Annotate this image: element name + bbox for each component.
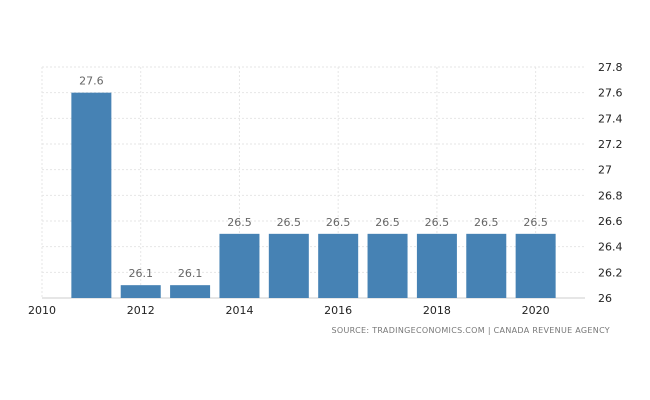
bar-2012 bbox=[120, 285, 161, 298]
bar-2019 bbox=[466, 233, 507, 298]
y-tick-label: 26 bbox=[598, 292, 612, 305]
data-label-2016: 26.5 bbox=[326, 216, 351, 229]
x-tick-label: 2014 bbox=[225, 304, 253, 317]
y-tick-label: 26.2 bbox=[598, 266, 623, 279]
x-tick-label: 2020 bbox=[522, 304, 550, 317]
bar-2016 bbox=[318, 233, 359, 298]
bar-2014 bbox=[219, 233, 260, 298]
y-tick-label: 27 bbox=[598, 164, 612, 177]
data-label-2014: 26.5 bbox=[227, 216, 252, 229]
bar-2017 bbox=[367, 233, 408, 298]
source-note: SOURCE: TRADINGECONOMICS.COM | CANADA RE… bbox=[331, 326, 610, 335]
y-tick-label: 26.6 bbox=[598, 215, 623, 228]
data-label-2011: 27.6 bbox=[79, 75, 104, 88]
data-labels: 27.6 26.1 26.1 26.5 26.5 26.5 26.5 26.5 26.5 26.5 bbox=[79, 75, 548, 280]
x-tick-label: 2010 bbox=[28, 304, 56, 317]
x-axis-ticks: 2010 2012 2014 2016 2018 2020 bbox=[28, 304, 550, 317]
bar-2011 bbox=[71, 92, 112, 299]
bar-2018 bbox=[416, 233, 457, 298]
y-tick-label: 26.4 bbox=[598, 241, 623, 254]
bars bbox=[71, 92, 556, 299]
x-tick-label: 2016 bbox=[324, 304, 352, 317]
x-tick-label: 2012 bbox=[127, 304, 155, 317]
y-tick-label: 27.8 bbox=[598, 61, 623, 74]
y-axis-ticks: 26 26.2 26.4 26.6 26.8 27 27.2 27.4 27.6 27.8 bbox=[598, 61, 623, 305]
y-tick-label: 26.8 bbox=[598, 189, 623, 202]
data-label-2019: 26.5 bbox=[474, 216, 499, 229]
x-tick-label: 2018 bbox=[423, 304, 451, 317]
data-label-2015: 26.5 bbox=[277, 216, 302, 229]
y-tick-label: 27.6 bbox=[598, 87, 623, 100]
data-label-2012: 26.1 bbox=[128, 267, 153, 280]
data-label-2013: 26.1 bbox=[178, 267, 203, 280]
data-label-2017: 26.5 bbox=[375, 216, 400, 229]
bar-2020 bbox=[515, 233, 556, 298]
y-tick-label: 27.2 bbox=[598, 138, 623, 151]
y-tick-label: 27.4 bbox=[598, 112, 623, 125]
bar-2013 bbox=[170, 285, 211, 298]
data-label-2018: 26.5 bbox=[425, 216, 450, 229]
bar-2015 bbox=[268, 233, 309, 298]
data-label-2020: 26.5 bbox=[523, 216, 548, 229]
